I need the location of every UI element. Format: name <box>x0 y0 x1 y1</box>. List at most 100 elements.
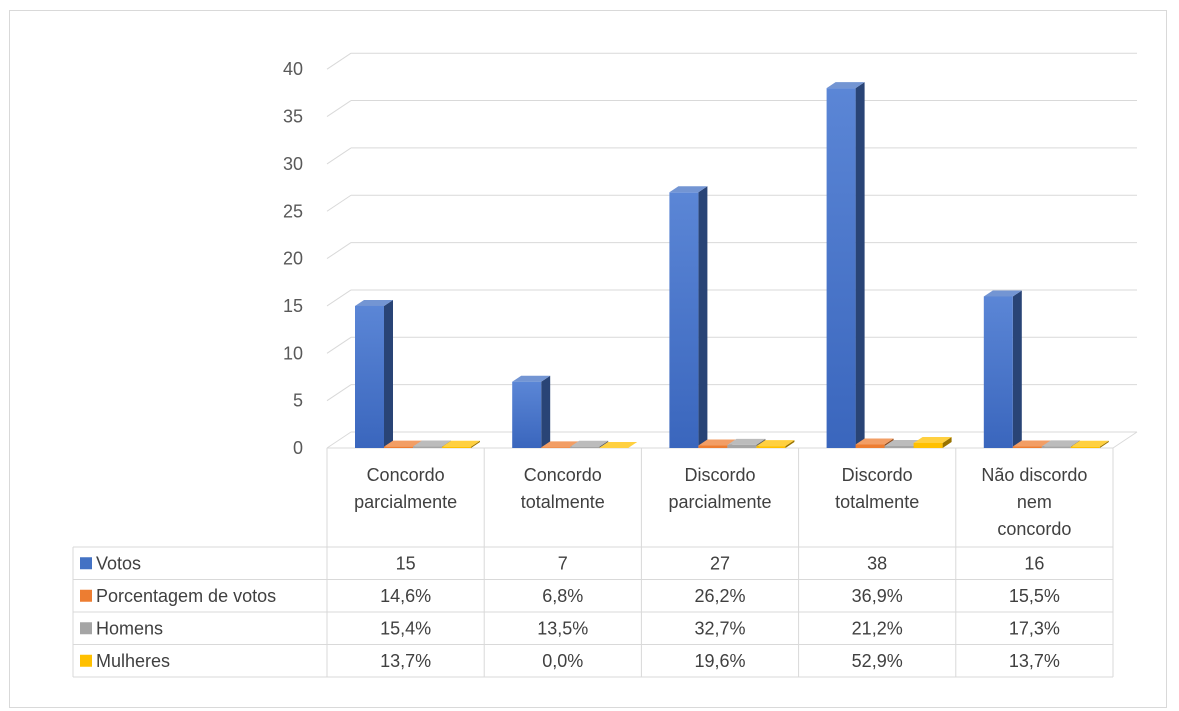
bar-front <box>855 444 885 448</box>
legend-key <box>80 654 92 667</box>
bar-front <box>1012 446 1042 448</box>
table-cell: 15 <box>396 553 416 573</box>
bar-top <box>669 186 708 193</box>
series-label: Mulheres <box>96 651 170 671</box>
bar-front <box>570 446 600 448</box>
y-tick-label: 15 <box>283 296 303 316</box>
floor-edge <box>1112 431 1138 449</box>
data-table: Concordo parcialmente Concordo totalmente Di… <box>72 448 1114 678</box>
bar-front <box>727 444 757 448</box>
table-cell: 27 <box>710 553 730 573</box>
bar-side <box>942 436 952 448</box>
gridline-side <box>326 384 352 402</box>
bar-mulheres <box>913 436 952 448</box>
bar-mulheres <box>756 440 795 448</box>
table-cell: 6,8% <box>542 586 583 606</box>
chart-frame <box>9 10 1167 708</box>
y-tick-label: 20 <box>283 249 303 269</box>
table-cell: 16 <box>1024 553 1044 573</box>
bar-mulheres <box>599 442 638 448</box>
table-cell: 19,6% <box>694 651 745 671</box>
series-label: Homens <box>96 618 163 638</box>
bar-top <box>913 436 952 443</box>
table-cell: 13,5% <box>537 618 588 638</box>
table-cell: 13,7% <box>380 651 431 671</box>
bar-top <box>983 290 1022 297</box>
category-label: Discordo parcialmente <box>668 465 771 512</box>
bar-top <box>1012 440 1051 447</box>
bar-top <box>570 440 609 447</box>
bar-front <box>826 88 856 448</box>
category-label: Não discordo nem concordo <box>981 465 1087 539</box>
y-tick-label: 0 <box>293 438 303 458</box>
bar-top <box>599 442 638 448</box>
bar-top <box>698 439 737 446</box>
bar-top <box>826 82 865 89</box>
bar-front <box>983 296 1013 448</box>
bar-front <box>355 305 384 448</box>
bar-top <box>884 439 923 446</box>
y-tick-label: 10 <box>283 343 303 363</box>
bar-side <box>471 440 480 448</box>
bars <box>355 82 1109 448</box>
table-cell: 15,4% <box>380 618 431 638</box>
gridline-side <box>326 289 352 307</box>
bar-front <box>442 446 471 448</box>
y-tick-label: 25 <box>283 201 303 221</box>
bar-top <box>1070 440 1109 447</box>
bar-front <box>756 446 786 448</box>
legend-key <box>80 589 92 602</box>
bar-top <box>541 441 580 448</box>
bar-top <box>727 438 766 445</box>
legend-key <box>80 557 92 570</box>
bar-front <box>669 192 699 448</box>
y-tick-label: 40 <box>283 59 303 79</box>
bar-side <box>855 82 865 448</box>
table-cell: 14,6% <box>380 586 431 606</box>
bar-homens <box>570 440 609 448</box>
bar-side <box>698 186 708 448</box>
gridline-side <box>326 147 352 165</box>
bar-mulheres <box>1070 440 1109 448</box>
gridline-side <box>326 194 352 212</box>
bar-front <box>413 446 442 448</box>
bar-front <box>884 445 914 448</box>
table-cell: 17,3% <box>1009 618 1060 638</box>
bar-votos <box>355 299 393 448</box>
bar-top <box>355 299 393 306</box>
bar-votos <box>512 375 551 448</box>
bar-front <box>698 445 728 448</box>
category-label: Discordo totalmente <box>835 465 919 512</box>
gridline-side <box>326 431 352 449</box>
gridline-side <box>326 52 352 70</box>
legend-key <box>80 622 92 635</box>
bar-front <box>913 442 943 448</box>
table-cell: 32,7% <box>694 618 745 638</box>
table-cell: 38 <box>867 553 887 573</box>
bar-side <box>599 440 609 448</box>
table-cell: 36,9% <box>852 586 903 606</box>
bar-votos <box>983 290 1022 448</box>
bar-side <box>785 440 795 448</box>
bar-top <box>413 440 451 447</box>
series-label: Votos <box>96 553 141 573</box>
bar-front <box>1070 446 1100 448</box>
bar-front <box>512 381 542 448</box>
series-label: Porcentagem de votos <box>96 586 276 606</box>
table-cell: 7 <box>558 553 568 573</box>
bar-votos <box>669 186 708 448</box>
gridline-side <box>326 242 352 260</box>
y-tick-label: 30 <box>283 154 303 174</box>
bar-top <box>384 440 422 447</box>
bar-side <box>1012 290 1022 448</box>
bar-top <box>442 440 480 447</box>
bar-front <box>384 446 413 448</box>
table-cell: 15,5% <box>1009 586 1060 606</box>
bar-top <box>756 440 795 447</box>
bar-side <box>541 375 551 448</box>
bar-front <box>1041 446 1071 448</box>
y-axis-ticks: 0 5 10 15 20 25 30 35 40 <box>283 59 303 458</box>
bar-side <box>1099 440 1109 448</box>
bar-top <box>1041 440 1080 447</box>
